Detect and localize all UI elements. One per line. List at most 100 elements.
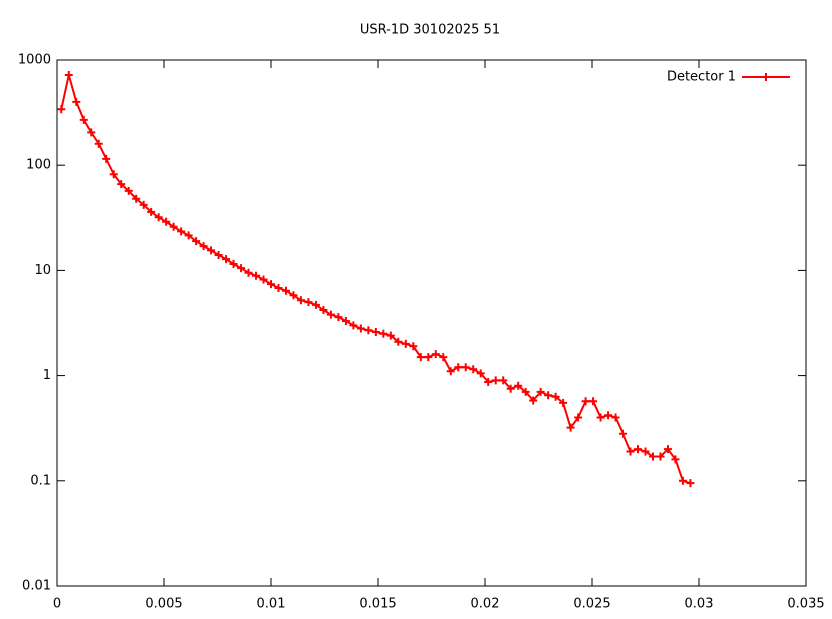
point-marker xyxy=(199,242,208,251)
point-marker xyxy=(87,128,96,137)
point-marker xyxy=(634,445,643,454)
point-marker xyxy=(259,275,268,284)
x-tick-label: 0.02 xyxy=(471,597,500,612)
x-tick-label: 0.01 xyxy=(257,597,286,612)
point-marker xyxy=(364,326,373,335)
point-marker xyxy=(461,363,470,372)
point-marker xyxy=(184,231,193,240)
point-marker xyxy=(409,342,418,351)
point-marker xyxy=(641,447,650,456)
point-marker xyxy=(289,291,298,300)
point-marker xyxy=(484,377,493,386)
point-marker xyxy=(379,329,388,338)
point-marker xyxy=(581,397,590,406)
y-tick-label: 10 xyxy=(34,263,51,278)
point-marker xyxy=(109,170,118,179)
point-marker xyxy=(401,339,410,348)
point-marker xyxy=(326,310,335,319)
point-marker xyxy=(671,455,680,464)
point-marker xyxy=(154,213,163,222)
point-marker xyxy=(559,398,568,407)
point-marker xyxy=(371,327,380,336)
point-marker xyxy=(439,353,448,362)
point-marker xyxy=(64,71,73,80)
plot-frame xyxy=(56,59,807,587)
point-marker xyxy=(521,387,530,396)
y-tick-label: 1000 xyxy=(18,53,51,68)
point-marker xyxy=(454,363,463,372)
point-marker xyxy=(147,207,156,216)
point-marker xyxy=(656,452,665,461)
x-tick-label: 0.015 xyxy=(359,597,396,612)
point-marker xyxy=(192,237,201,246)
point-marker xyxy=(237,264,246,273)
series-line xyxy=(60,74,691,485)
point-marker xyxy=(544,391,553,400)
point-marker xyxy=(596,413,605,422)
point-marker xyxy=(94,139,103,148)
point-marker xyxy=(529,396,538,405)
point-marker xyxy=(663,445,672,454)
point-marker xyxy=(311,300,320,309)
point-marker xyxy=(139,200,148,209)
point-marker xyxy=(424,353,433,362)
point-marker xyxy=(686,479,695,488)
point-marker xyxy=(207,246,216,255)
x-tick-label: 0.03 xyxy=(685,597,714,612)
point-marker xyxy=(566,423,575,432)
point-marker xyxy=(177,227,186,236)
legend-marker xyxy=(762,73,770,81)
x-tick-label: 0.035 xyxy=(787,597,824,612)
point-marker xyxy=(214,251,223,260)
point-marker xyxy=(349,321,358,330)
point-marker xyxy=(102,154,111,163)
point-marker xyxy=(431,350,440,359)
point-marker xyxy=(416,353,425,362)
point-marker xyxy=(499,376,508,385)
point-marker xyxy=(551,392,560,401)
point-marker xyxy=(604,411,613,420)
point-marker xyxy=(72,97,81,106)
point-marker xyxy=(132,194,141,203)
point-marker xyxy=(446,367,455,376)
point-marker xyxy=(619,429,628,438)
x-tick-label: 0.025 xyxy=(573,597,610,612)
point-marker xyxy=(229,260,238,269)
point-marker xyxy=(304,298,313,307)
point-marker xyxy=(574,413,583,422)
point-marker xyxy=(117,180,126,189)
point-marker xyxy=(611,413,620,422)
point-marker xyxy=(169,222,178,231)
point-marker xyxy=(296,296,305,305)
point-marker xyxy=(356,324,365,333)
y-tick-label: 0.01 xyxy=(22,579,51,594)
point-marker xyxy=(57,105,66,114)
point-marker xyxy=(334,313,343,322)
point-marker xyxy=(469,365,478,374)
point-marker xyxy=(589,397,598,406)
legend-label: Detector 1 xyxy=(667,70,736,85)
point-marker xyxy=(648,452,657,461)
point-marker xyxy=(476,369,485,378)
point-marker xyxy=(267,280,275,289)
point-marker xyxy=(274,284,283,293)
point-marker xyxy=(491,376,500,385)
point-marker xyxy=(281,286,290,295)
chart-title: USR-1D 30102025 51 xyxy=(360,23,500,38)
point-marker xyxy=(341,317,350,326)
point-marker xyxy=(244,268,253,277)
y-tick-label: 1 xyxy=(43,368,51,383)
point-marker xyxy=(79,115,88,124)
point-marker xyxy=(124,186,133,195)
point-marker xyxy=(626,447,635,456)
point-marker xyxy=(394,337,403,346)
point-marker xyxy=(222,255,231,264)
x-tick-label: 0 xyxy=(53,597,61,612)
point-marker xyxy=(514,381,523,390)
point-marker xyxy=(252,271,261,280)
point-marker xyxy=(506,384,515,393)
point-marker xyxy=(536,387,545,396)
x-tick-label: 0.005 xyxy=(145,597,182,612)
y-tick-label: 0.1 xyxy=(30,473,51,488)
point-marker xyxy=(386,331,395,340)
